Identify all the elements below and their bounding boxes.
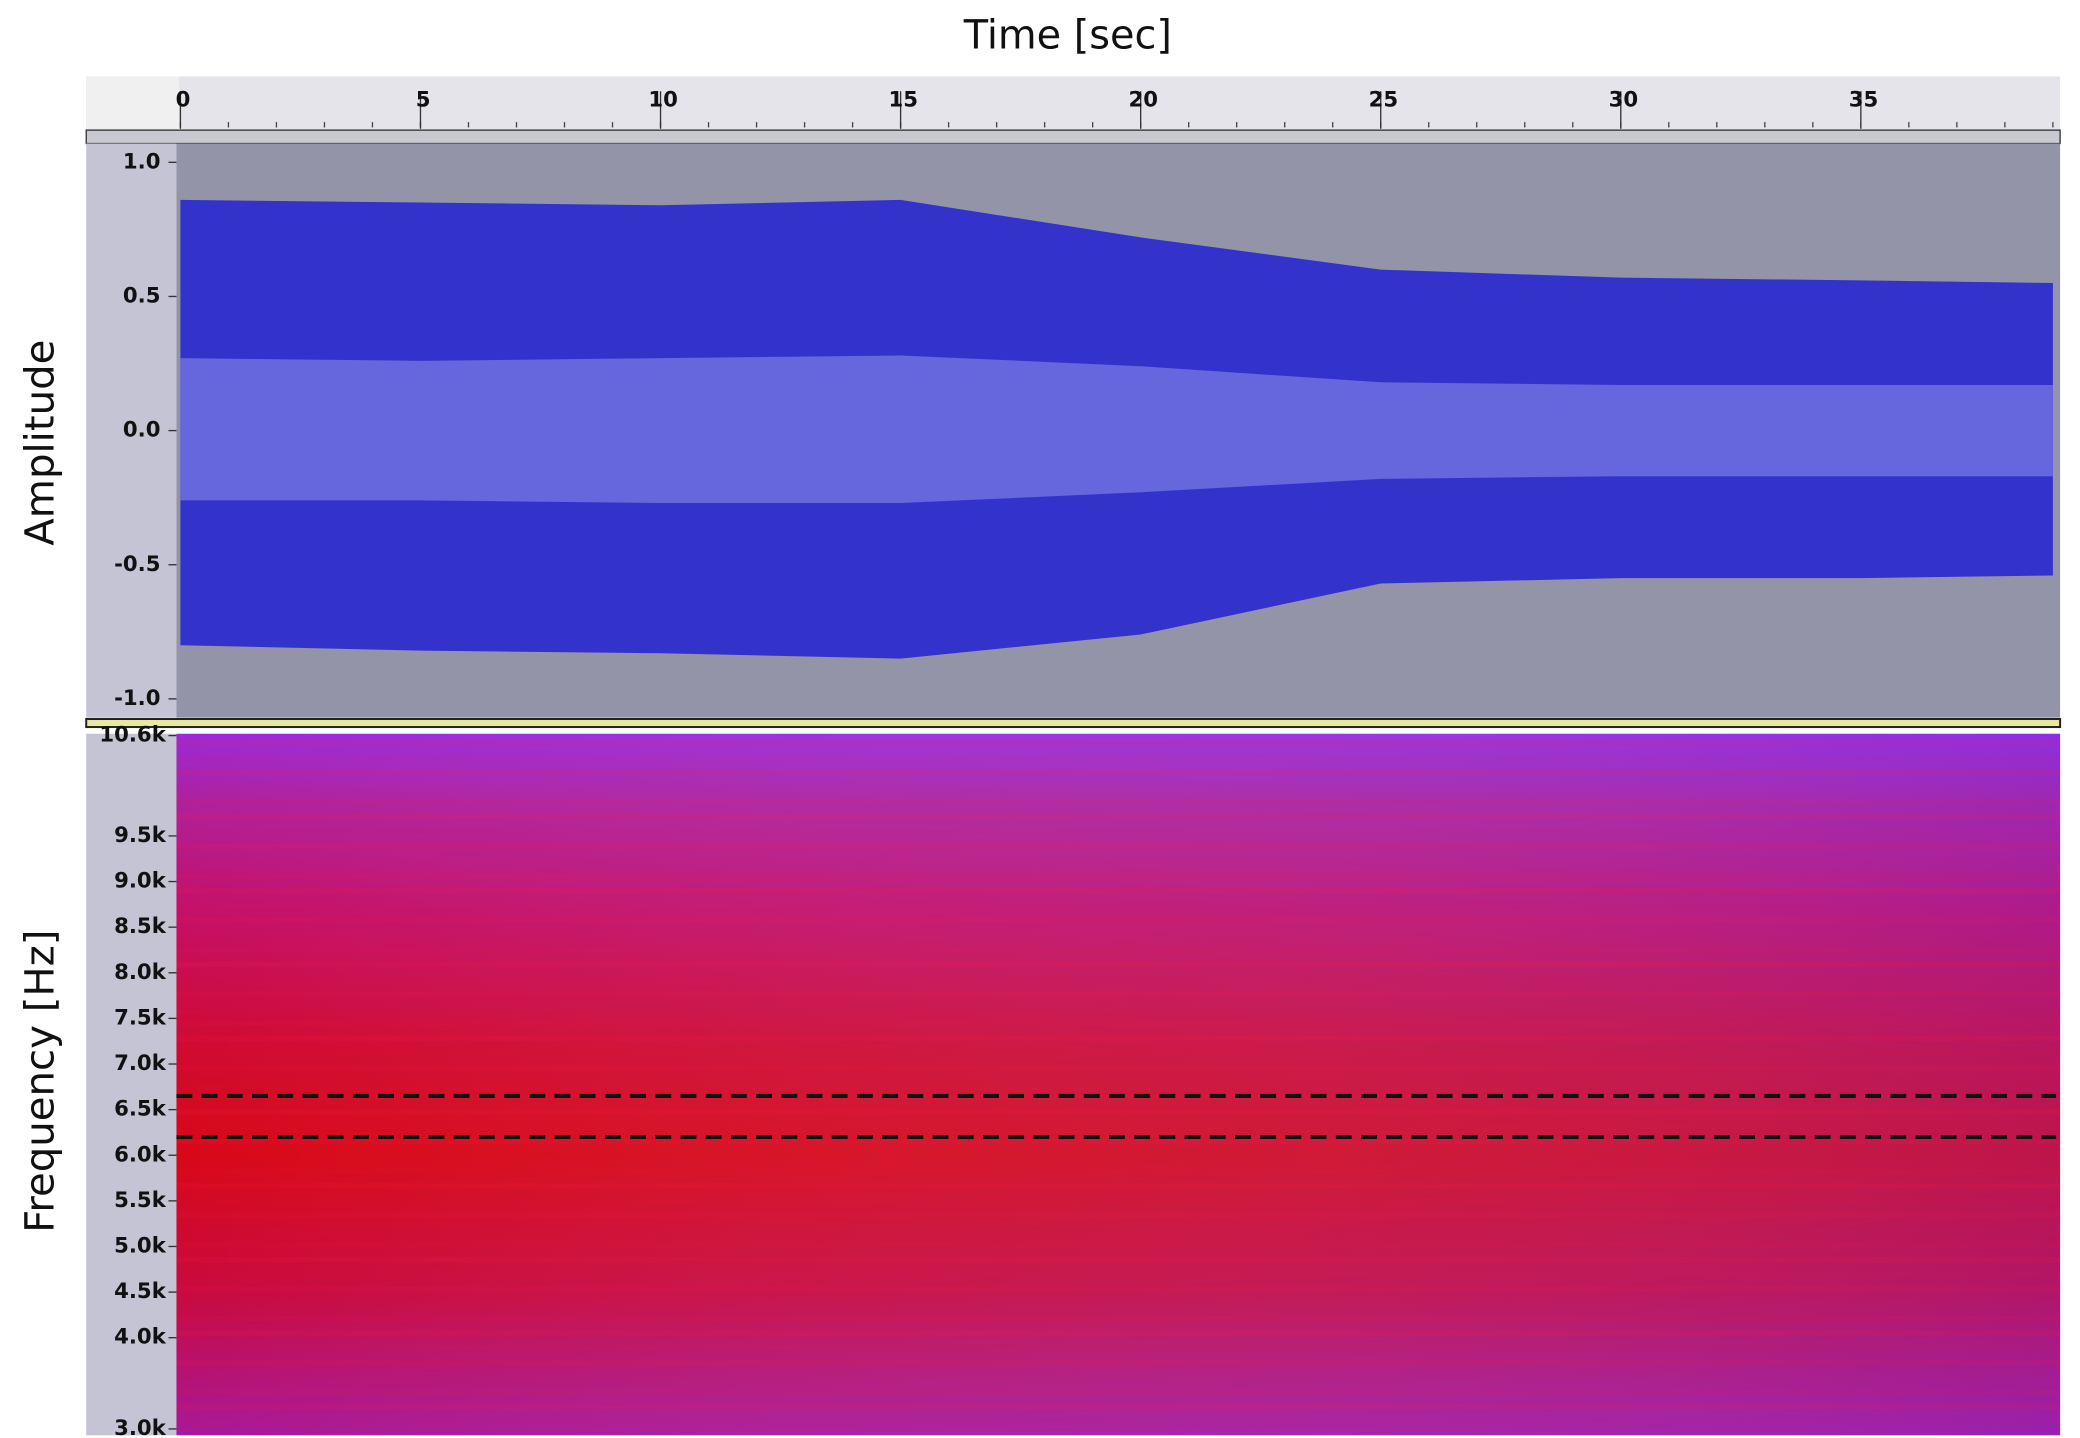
- texture-stripe: [176, 873, 2061, 879]
- texture-stripe: [176, 1050, 2060, 1055]
- texture-stripe: [176, 1020, 2061, 1027]
- y-tick-label: 1.0: [123, 149, 161, 174]
- texture-stripe: [176, 740, 2061, 746]
- texture-stripe: [176, 991, 2061, 997]
- texture-stripe: [176, 917, 2061, 923]
- y-tick-label: -1.0: [114, 686, 160, 711]
- y-axis-title: Frequency [Hz]: [18, 930, 64, 1233]
- y-tick-label: 8.5k: [114, 914, 166, 939]
- y-tick-label: 7.0k: [114, 1051, 166, 1076]
- texture-stripe: [176, 1138, 2061, 1145]
- texture-stripe: [176, 1286, 2061, 1292]
- texture-stripe: [176, 888, 2061, 894]
- track-separator: [85, 717, 2062, 729]
- texture-stripe: [176, 1212, 2061, 1219]
- x-tick-label: 10: [648, 88, 678, 113]
- y-tick-label: 0.5: [123, 283, 161, 308]
- y-tick-label: 0.0: [123, 418, 161, 443]
- texture-stripe: [176, 1035, 2061, 1041]
- x-tick-label: 30: [1609, 88, 1639, 113]
- texture-stripe: [176, 843, 2061, 850]
- texture-stripe: [176, 903, 2060, 908]
- x-tick-label: 15: [888, 88, 918, 113]
- waveform-axis-bg: [86, 143, 177, 718]
- texture-stripe: [176, 1330, 2061, 1337]
- y-tick-label: 3.0k: [114, 1416, 166, 1438]
- waveform-rms: [180, 355, 2053, 504]
- texture-stripe: [176, 1168, 2061, 1174]
- texture-stripe: [176, 1242, 2061, 1248]
- ruler-corner: [86, 76, 180, 131]
- texture-stripe: [176, 1183, 2061, 1189]
- x-tick-label: 0: [176, 88, 191, 113]
- y-tick-label: 5.0k: [114, 1233, 166, 1258]
- texture-stripe: [176, 1389, 2061, 1396]
- y-tick-label: 9.5k: [114, 823, 166, 848]
- x-tick-label: 5: [416, 88, 431, 113]
- y-tick-label: 9.0k: [114, 868, 166, 893]
- texture-stripe: [176, 1109, 2061, 1115]
- y-tick-label: 7.5k: [114, 1005, 166, 1030]
- x-axis-title: Time [sec]: [963, 12, 1172, 58]
- texture-stripe: [176, 1272, 2060, 1277]
- texture-stripe: [176, 1419, 2060, 1424]
- ruler-border: [85, 129, 2061, 145]
- texture-stripe: [176, 814, 2061, 820]
- y-tick-label: 5.5k: [114, 1188, 166, 1213]
- y-tick-label: 4.0k: [114, 1325, 166, 1350]
- texture-stripe: [176, 755, 2060, 760]
- texture-stripe: [176, 1065, 2061, 1071]
- texture-stripe: [176, 1345, 2060, 1350]
- texture-stripe: [176, 1198, 2060, 1203]
- texture-stripe: [176, 1315, 2061, 1322]
- x-tick-label: 35: [1849, 88, 1879, 113]
- ruler: [86, 76, 2061, 131]
- y-tick-label: -0.5: [114, 552, 160, 577]
- y-tick-label: 4.5k: [114, 1279, 166, 1304]
- texture-stripe: [176, 1124, 2060, 1129]
- texture-stripe: [176, 977, 2060, 982]
- texture-stripe: [176, 769, 2061, 776]
- texture-stripe: [176, 1404, 2061, 1410]
- texture-stripe: [176, 829, 2060, 834]
- texture-stripe: [176, 947, 2061, 953]
- texture-stripe: [176, 799, 2061, 805]
- spectrogram-axis-bg: [86, 733, 177, 1436]
- x-tick-label: 20: [1129, 88, 1159, 113]
- spectrogram-texture: [176, 740, 2061, 1424]
- texture-stripe: [176, 1360, 2061, 1366]
- y-tick-label: 6.5k: [114, 1097, 166, 1122]
- y-tick-label: 6.0k: [114, 1142, 166, 1167]
- y-axis-title: Amplitude: [18, 340, 64, 546]
- spectrogram-shade: [176, 733, 2061, 1436]
- y-tick-label: 8.0k: [114, 960, 166, 985]
- texture-stripe: [176, 961, 2061, 968]
- x-tick-label: 25: [1369, 88, 1399, 113]
- y-tick-label: 10.6k: [99, 723, 166, 748]
- texture-stripe: [176, 1256, 2061, 1263]
